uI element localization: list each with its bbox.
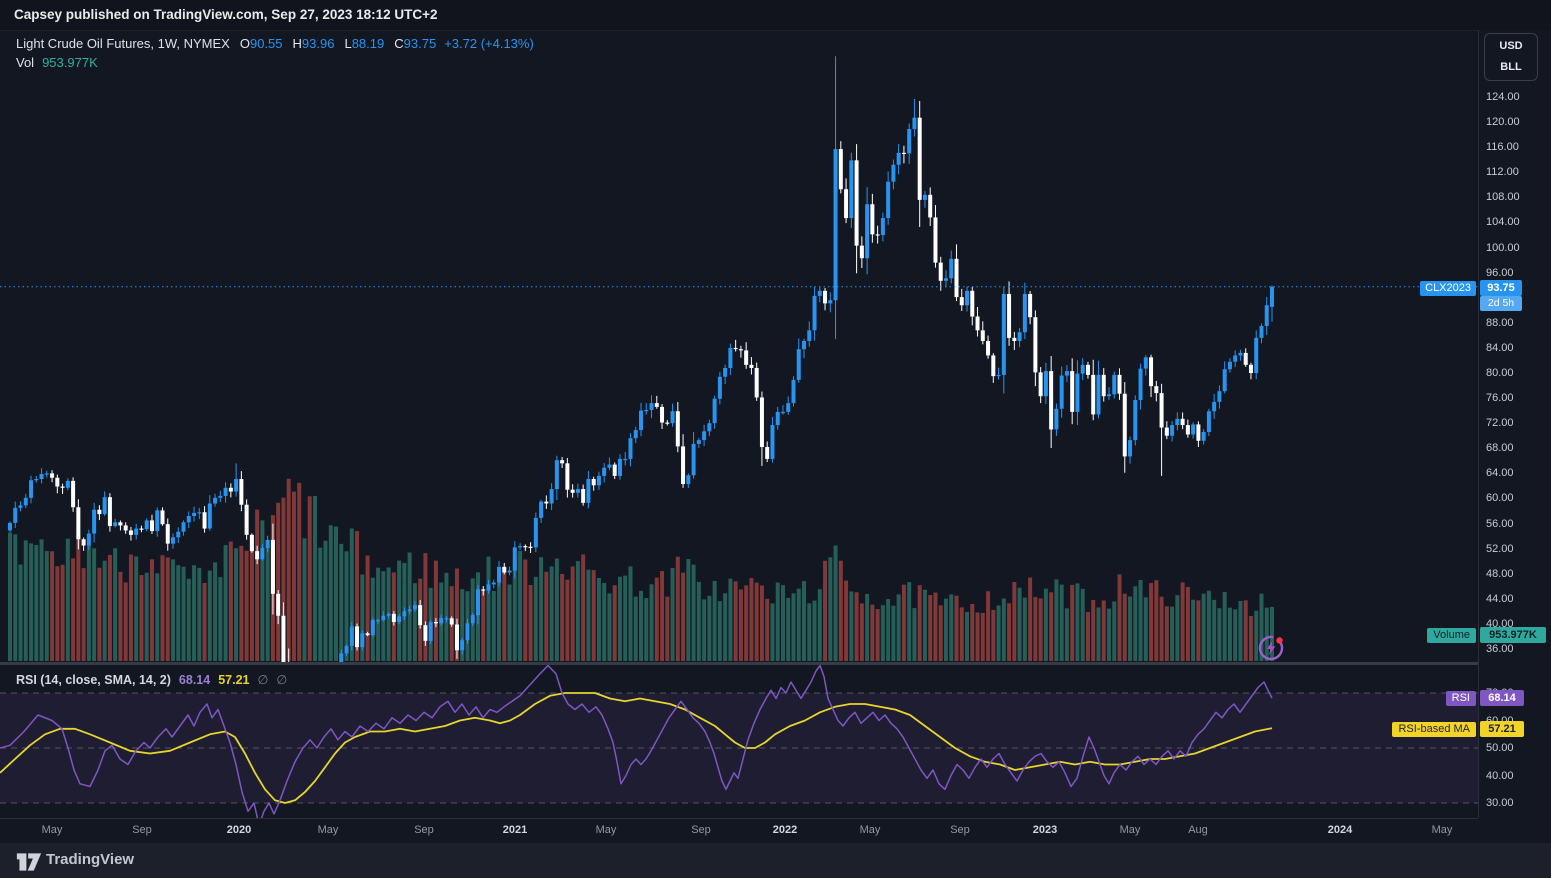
rsi-legend-value: 68.14 — [178, 673, 211, 687]
rsi-value-badge: 68.14 — [1480, 690, 1524, 706]
time-label: 2023 — [1032, 824, 1058, 836]
price-tick: 56.00 — [1486, 517, 1514, 530]
ohlc-open-value: 90.55 — [249, 36, 283, 51]
time-label: 2020 — [226, 824, 252, 836]
rsi-tick: 30.00 — [1486, 797, 1514, 809]
rsi-tick: 50.00 — [1486, 742, 1514, 754]
rsi-tick: 40.00 — [1486, 769, 1514, 782]
hide-rsi-icon[interactable]: ∅ — [257, 673, 269, 687]
price-tick: 120.00 — [1486, 116, 1520, 129]
time-label: May — [317, 824, 339, 836]
currency-unit-box[interactable]: USD BLL — [1484, 33, 1538, 81]
time-label: Sep — [132, 824, 152, 836]
time-label: Aug — [1188, 824, 1208, 836]
hide-ma-icon[interactable]: ∅ — [276, 673, 288, 687]
rsi-tag: RSI — [1445, 691, 1476, 706]
price-tick: 60.00 — [1486, 492, 1514, 505]
symbol-legend[interactable]: Light Crude Oil Futures, 1W, NYMEX O90.55… — [16, 36, 534, 70]
bar-countdown-badge: 2d 5h — [1480, 296, 1522, 311]
price-tick: 68.00 — [1486, 442, 1514, 455]
price-tick: 72.00 — [1486, 417, 1514, 430]
published-strip: Capsey published on TradingView.com, Sep… — [0, 0, 1551, 31]
price-tick: 84.00 — [1486, 341, 1514, 354]
rsi-legend-text: RSI (14, close, SMA, 14, 2) — [16, 673, 171, 687]
rsi-ma-tag: RSI-based MA — [1392, 722, 1476, 737]
time-label: 2024 — [1327, 824, 1353, 836]
rsi-ma-legend-value: 57.21 — [218, 673, 250, 687]
time-axis[interactable]: May Sep 2020 May Sep 2021 May Sep 2022 May Sep 2023… — [0, 818, 1478, 844]
lightning-streak-icon[interactable] — [1257, 634, 1285, 662]
time-label: May — [859, 824, 881, 836]
time-label: Sep — [414, 824, 434, 836]
bottom-bar: TradingView — [0, 843, 1551, 878]
ohlc-low-label: L — [344, 36, 352, 51]
rsi-ma-value-badge: 57.21 — [1480, 721, 1524, 737]
time-label: May — [41, 824, 63, 836]
chart-canvas[interactable] — [0, 30, 1478, 818]
ohlc-close-label: C — [394, 36, 404, 51]
vol-label: Vol — [16, 55, 35, 70]
time-label: May — [1119, 824, 1141, 836]
currency-usd[interactable]: USD — [1499, 40, 1523, 52]
price-tick: 48.00 — [1486, 567, 1514, 580]
ohlc-high-label: H — [292, 36, 302, 51]
time-label: 2022 — [772, 824, 798, 836]
price-tick: 100.00 — [1486, 241, 1520, 254]
volume-bars — [8, 478, 1274, 661]
price-tick: 108.00 — [1486, 191, 1520, 204]
candles — [8, 56, 1274, 663]
tradingview-logo-text[interactable]: TradingView — [46, 851, 135, 868]
ohlc-open-label: O — [239, 36, 250, 51]
ohlc-low-value: 88.19 — [351, 36, 385, 51]
published-line: Capsey published on TradingView.com, Sep… — [14, 7, 438, 22]
price-tick: 64.00 — [1486, 467, 1514, 480]
unit-bll[interactable]: BLL — [1500, 61, 1522, 73]
price-tick: 124.00 — [1486, 91, 1520, 103]
price-tick: 112.00 — [1486, 166, 1519, 179]
ohlc-close-value: 93.75 — [403, 36, 437, 51]
volume-value-badge: 953.977K — [1480, 627, 1546, 643]
price-tick: 96.00 — [1486, 266, 1514, 279]
time-label: 2021 — [502, 824, 528, 836]
price-tick: 40.00 — [1486, 617, 1514, 630]
change-value: +3.72 (+4.13%) — [444, 36, 534, 51]
price-axis[interactable]: USD BLL 124.00 120.00 116.00 112.00 108.00 10… — [1478, 30, 1551, 818]
last-price-badge: 93.75 — [1480, 280, 1522, 296]
price-tick: 52.00 — [1486, 542, 1514, 555]
vol-value: 953.977K — [42, 55, 98, 70]
tradingview-logo-icon[interactable] — [16, 852, 42, 872]
price-tick: 104.00 — [1486, 216, 1520, 229]
price-tick: 88.00 — [1486, 316, 1514, 329]
rsi-legend[interactable]: RSI (14, close, SMA, 14, 2) 68.14 57.21 ∅ ∅ — [16, 672, 287, 687]
price-tick: 76.00 — [1486, 392, 1514, 405]
time-label: May — [1431, 824, 1453, 836]
price-tick: 44.00 — [1486, 592, 1514, 605]
time-label: Sep — [691, 824, 711, 836]
price-tick: 36.00 — [1486, 642, 1514, 655]
price-tick: 116.00 — [1486, 141, 1519, 154]
time-label: Sep — [950, 824, 970, 836]
volume-tag: Volume — [1427, 628, 1476, 643]
contract-tag: CLX2023 — [1420, 281, 1476, 296]
ohlc-high-value: 93.96 — [301, 36, 335, 51]
time-label: May — [595, 824, 617, 836]
price-tick: 80.00 — [1486, 366, 1514, 379]
symbol-title[interactable]: Light Crude Oil Futures, 1W, NYMEX — [16, 36, 230, 51]
